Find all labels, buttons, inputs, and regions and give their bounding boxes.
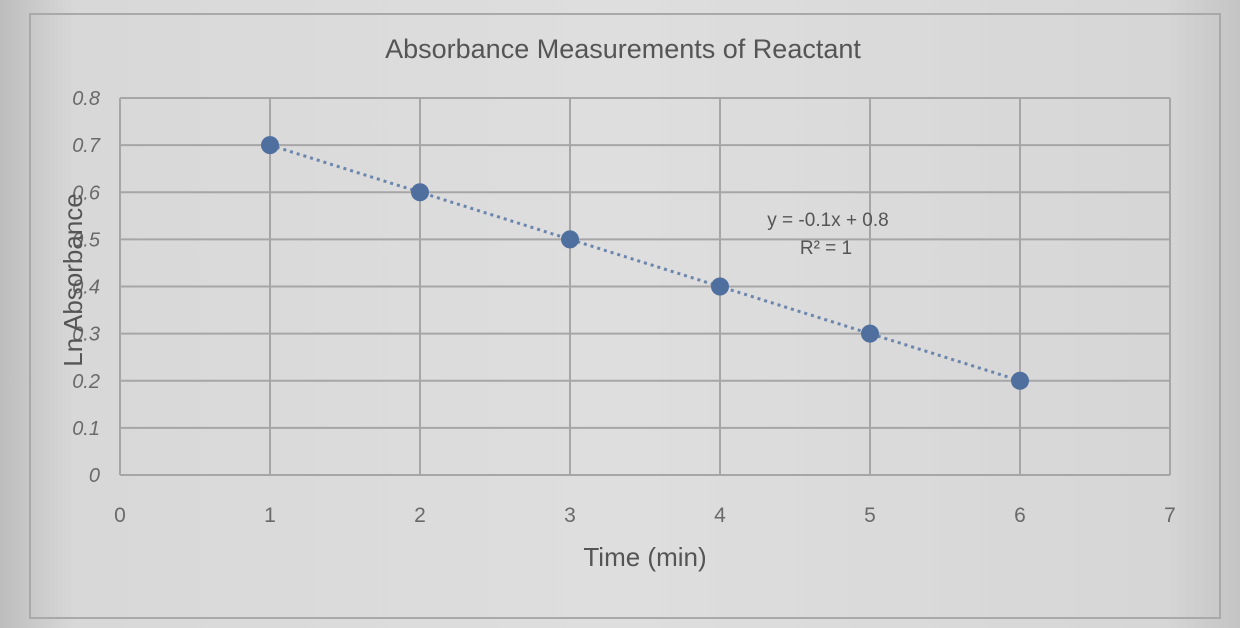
chart-frame (29, 13, 1221, 619)
x-tick-labels: 0 1 2 3 4 5 6 7 (114, 504, 1176, 527)
chart-title: Absorbance Measurements of Reactant (385, 34, 861, 64)
y-tick-label: 0.5 (72, 229, 101, 251)
x-tick-label: 1 (264, 504, 276, 527)
y-tick-label: 0.3 (72, 324, 100, 346)
x-tick-label: 4 (714, 504, 726, 527)
y-tick-labels: 0 0.1 0.2 0.3 0.4 0.5 0.6 0.7 0.8 (72, 88, 101, 487)
x-tick-label: 3 (564, 504, 576, 527)
trendline-path (269, 143, 1021, 383)
y-tick-label: 0 (89, 465, 100, 487)
x-tick-label: 7 (1164, 504, 1176, 527)
x-tick-label: 6 (1014, 504, 1026, 527)
data-point (861, 324, 879, 343)
data-point (261, 136, 279, 155)
data-point (1011, 371, 1029, 390)
y-axis-title: Ln Absorbance (58, 193, 88, 366)
y-tick-label: 0.6 (72, 182, 101, 204)
data-points (261, 136, 1029, 390)
x-tick-label: 0 (114, 504, 126, 527)
data-point (411, 183, 429, 202)
x-tick-label: 5 (864, 504, 876, 527)
x-tick-label: 2 (414, 504, 426, 527)
trendline-equation: y = -0.1x + 0.8 (767, 210, 888, 231)
grid-lines (119, 97, 1171, 476)
data-point (561, 230, 579, 249)
y-tick-label: 0.2 (72, 371, 100, 393)
y-tick-label: 0.4 (72, 277, 100, 299)
y-tick-label: 0.1 (72, 418, 100, 440)
y-tick-label: 0.8 (72, 88, 100, 110)
y-tick-label: 0.7 (72, 135, 101, 157)
r-squared-label: R² = 1 (800, 238, 852, 259)
x-axis-title: Time (min) (583, 542, 706, 572)
data-point (711, 277, 729, 296)
trendline (269, 143, 1021, 383)
